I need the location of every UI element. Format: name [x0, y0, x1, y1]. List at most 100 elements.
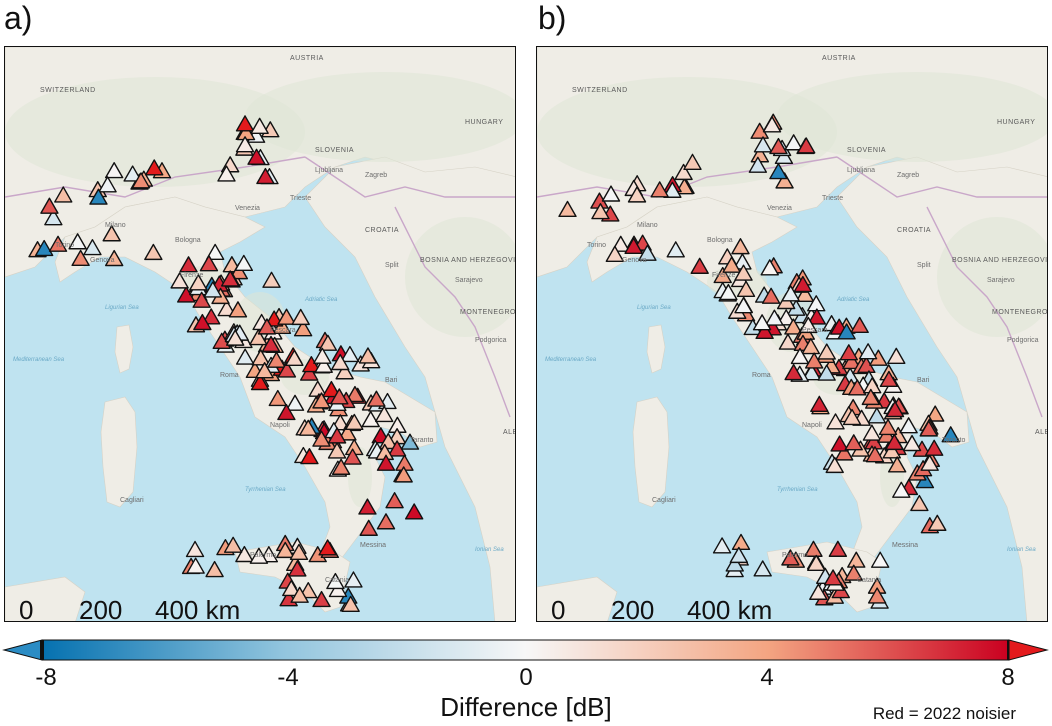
country-label: ALB — [1035, 429, 1047, 436]
station-marker — [817, 364, 836, 381]
station-marker — [302, 356, 321, 373]
station-marker — [882, 442, 901, 459]
station-marker — [736, 280, 756, 297]
station-marker — [282, 579, 301, 597]
colorbar-low-extension — [2, 639, 43, 661]
city-label: Pescara — [270, 327, 296, 334]
station-marker — [847, 551, 866, 568]
station-marker — [251, 349, 270, 366]
station-marker — [361, 410, 380, 428]
station-marker — [322, 380, 341, 398]
station-marker — [601, 185, 621, 202]
station-marker — [804, 352, 824, 369]
city-label: Genova — [622, 257, 647, 264]
station-marker — [941, 426, 960, 443]
station-marker — [123, 165, 142, 182]
station-marker — [327, 442, 347, 459]
map-panel-a: 0 200 400 km AUSTRIA HUNGARY SWITZERLAND SL… — [4, 46, 516, 622]
city-label: Catania — [325, 577, 350, 584]
scale-label-400: 400 km — [155, 595, 241, 622]
station-marker — [293, 320, 313, 337]
station-marker — [327, 427, 347, 444]
station-marker — [778, 333, 798, 350]
station-marker — [276, 541, 295, 559]
country-label: MONTENEGRO — [460, 309, 516, 316]
land-corsica — [114, 324, 134, 374]
station-marker — [683, 153, 702, 170]
country-label: AUSTRIA — [822, 55, 856, 62]
station-marker — [725, 555, 744, 572]
station-marker — [144, 243, 163, 261]
station-marker — [313, 347, 332, 364]
station-layer — [558, 113, 960, 609]
station-marker — [899, 417, 918, 434]
station-layer — [28, 115, 424, 613]
country-label: HUNGARY — [465, 119, 504, 126]
station-marker — [885, 400, 905, 418]
station-marker — [285, 349, 304, 366]
station-marker — [345, 413, 364, 431]
city-label: Bari — [917, 377, 930, 384]
station-marker — [189, 274, 208, 291]
city-label: Trieste — [822, 195, 844, 202]
station-marker — [781, 549, 800, 566]
station-marker — [809, 583, 828, 600]
colorbar-title: Difference [dB] — [440, 692, 612, 722]
station-marker — [761, 287, 781, 304]
station-marker — [650, 181, 669, 198]
station-marker — [830, 435, 849, 452]
country-label: SLOVENIA — [847, 147, 887, 154]
station-marker — [837, 323, 856, 340]
station-marker — [277, 308, 296, 325]
station-marker — [867, 587, 887, 604]
city-label: Podgorica — [1007, 337, 1039, 344]
city-label: Torino — [587, 242, 607, 249]
station-marker — [326, 572, 345, 590]
land-sardinia — [632, 396, 670, 508]
station-marker — [249, 329, 268, 346]
city-label: Venezia — [767, 205, 792, 212]
city-label: Cagliari — [652, 497, 676, 504]
station-marker — [731, 238, 750, 255]
station-marker — [249, 547, 269, 564]
sea-label: Ligurian Sea — [105, 305, 139, 311]
station-marker — [870, 551, 890, 568]
station-marker — [312, 392, 331, 409]
sea-label: Adriatic Sea — [837, 297, 870, 303]
station-marker — [44, 209, 63, 226]
land-corsica — [646, 324, 666, 374]
station-marker — [104, 249, 124, 267]
colorbar-tick-neg4: -4 — [277, 664, 299, 691]
station-marker — [825, 456, 844, 474]
station-marker — [834, 444, 854, 461]
city-label: Taranto — [410, 437, 434, 444]
station-marker — [98, 176, 117, 193]
station-marker — [842, 408, 862, 426]
station-marker — [314, 356, 333, 373]
country-label: CROATIA — [897, 227, 932, 234]
station-marker — [289, 543, 309, 561]
station-marker — [192, 291, 211, 308]
station-marker — [666, 241, 685, 258]
city-label: Bologna — [175, 237, 201, 244]
station-marker — [299, 364, 319, 381]
city-label: Zagreb — [897, 172, 920, 179]
station-marker — [844, 434, 863, 451]
city-label: Firenze — [712, 272, 736, 279]
sea-label: Tyrrhenian Sea — [245, 487, 286, 493]
city-label: Palermo — [250, 552, 277, 559]
city-label: Cagliari — [120, 497, 144, 504]
station-marker — [404, 503, 424, 520]
border-2 — [394, 206, 511, 418]
station-marker — [367, 390, 386, 407]
station-marker — [277, 361, 297, 378]
map-panel-b: 0 200 400 km AUSTRIA HUNGARY SWITZERLAND SL… — [536, 46, 1048, 622]
city-label: Catania — [857, 577, 882, 584]
station-marker — [928, 514, 947, 531]
country-label: BOSNIA AND HERZEGOVINA — [952, 257, 1048, 264]
station-marker — [343, 448, 362, 465]
city-label: Messina — [892, 542, 919, 549]
station-marker — [376, 454, 396, 471]
station-marker — [753, 136, 773, 153]
station-marker — [878, 418, 898, 436]
